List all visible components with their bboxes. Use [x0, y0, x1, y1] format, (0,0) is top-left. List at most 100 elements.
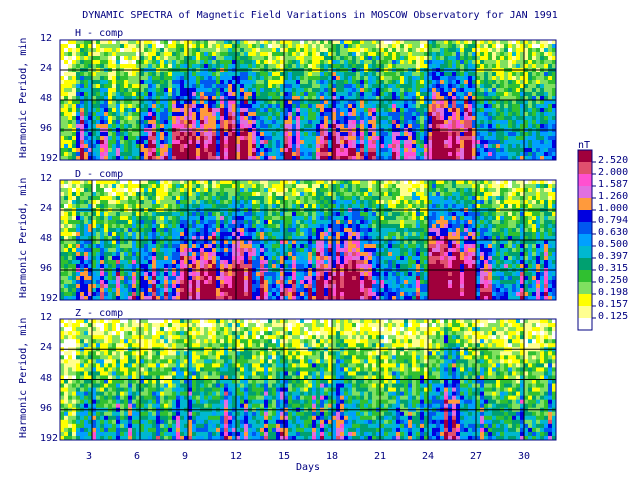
heatmap-cell	[180, 188, 185, 193]
heatmap-cell	[192, 216, 197, 221]
heatmap-cell	[276, 100, 281, 105]
heatmap-cell	[124, 148, 129, 153]
heatmap-cell	[280, 132, 285, 137]
heatmap-cell	[64, 140, 69, 145]
heatmap-cell	[512, 80, 517, 85]
heatmap-cell	[80, 264, 85, 269]
heatmap-cell	[76, 180, 81, 185]
heatmap-cell	[72, 132, 77, 137]
heatmap-cell	[512, 124, 517, 129]
heatmap-cell	[416, 144, 421, 149]
heatmap-cell	[476, 64, 481, 69]
heatmap-cell	[164, 264, 169, 269]
heatmap-cell	[148, 60, 153, 65]
heatmap-cell	[244, 96, 249, 101]
heatmap-cell	[532, 108, 537, 113]
heatmap-cell	[488, 100, 493, 105]
heatmap-cell	[80, 40, 85, 45]
heatmap-cell	[472, 92, 477, 97]
heatmap-cell	[308, 52, 313, 57]
heatmap-cell	[220, 244, 225, 249]
heatmap-cell	[504, 60, 509, 65]
heatmap-cell	[116, 292, 121, 297]
heatmap-cell	[180, 104, 185, 109]
heatmap-cell	[176, 240, 181, 245]
heatmap-cell	[392, 104, 397, 109]
heatmap-cell	[128, 232, 133, 237]
heatmap-cell	[148, 156, 153, 161]
heatmap-cell	[144, 124, 149, 129]
heatmap-cell	[84, 212, 89, 217]
heatmap-cell	[80, 96, 85, 101]
heatmap-cell	[432, 52, 437, 57]
heatmap-cell	[540, 80, 545, 85]
heatmap-cell	[216, 124, 221, 129]
heatmap-cell	[544, 156, 549, 161]
heatmap-cell	[220, 232, 225, 237]
heatmap-cell	[480, 44, 485, 49]
heatmap-cell	[532, 60, 537, 65]
heatmap-cell	[212, 276, 217, 281]
heatmap-cell	[220, 256, 225, 261]
heatmap-cell	[152, 144, 157, 149]
heatmap-cell	[404, 108, 409, 113]
heatmap-cell	[80, 60, 85, 65]
heatmap-cell	[128, 100, 133, 105]
heatmap-cell	[428, 48, 433, 53]
heatmap-cell	[172, 188, 177, 193]
heatmap-cell	[148, 280, 153, 285]
heatmap-cell	[148, 256, 153, 261]
heatmap-cell	[256, 140, 261, 145]
heatmap-cell	[264, 44, 269, 49]
heatmap-cell	[160, 236, 165, 241]
heatmap-cell	[104, 292, 109, 297]
heatmap-cell	[252, 80, 257, 85]
heatmap-cell	[324, 80, 329, 85]
heatmap-cell	[368, 104, 373, 109]
heatmap-cell	[320, 52, 325, 57]
heatmap-cell	[108, 276, 113, 281]
heatmap-cell	[136, 232, 141, 237]
heatmap-cell	[188, 84, 193, 89]
heatmap-cell	[368, 84, 373, 89]
heatmap-cell	[268, 48, 273, 53]
heatmap-cell	[104, 80, 109, 85]
heatmap-cell	[164, 204, 169, 209]
heatmap-cell	[208, 152, 213, 157]
heatmap-cell	[264, 140, 269, 145]
heatmap-cell	[188, 108, 193, 113]
heatmap-cell	[80, 296, 85, 301]
heatmap-cell	[220, 272, 225, 277]
heatmap-cell	[188, 280, 193, 285]
heatmap-cell	[172, 212, 177, 217]
heatmap-cell	[272, 52, 277, 57]
heatmap-cell	[208, 236, 213, 241]
heatmap-cell	[232, 144, 237, 149]
heatmap-cell	[140, 216, 145, 221]
heatmap-cell	[128, 292, 133, 297]
heatmap-cell	[204, 100, 209, 105]
heatmap-cell	[312, 76, 317, 81]
heatmap-cell	[124, 288, 129, 293]
heatmap-cell	[96, 256, 101, 261]
heatmap-cell	[244, 56, 249, 61]
heatmap-cell	[376, 156, 381, 161]
heatmap-cell	[512, 140, 517, 145]
heatmap-cell	[492, 156, 497, 161]
heatmap-cell	[220, 112, 225, 117]
heatmap-cell	[404, 120, 409, 125]
heatmap-cell	[164, 100, 169, 105]
heatmap-cell	[388, 60, 393, 65]
heatmap-cell	[140, 248, 145, 253]
heatmap-cell	[212, 256, 217, 261]
heatmap-cell	[148, 236, 153, 241]
heatmap-cell	[544, 124, 549, 129]
heatmap-cell	[204, 52, 209, 57]
heatmap-cell	[100, 96, 105, 101]
heatmap-cell	[84, 296, 89, 301]
heatmap-cell	[192, 100, 197, 105]
heatmap-cell	[456, 76, 461, 81]
heatmap-cell	[84, 256, 89, 261]
heatmap-cell	[496, 116, 501, 121]
heatmap-cell	[188, 60, 193, 65]
